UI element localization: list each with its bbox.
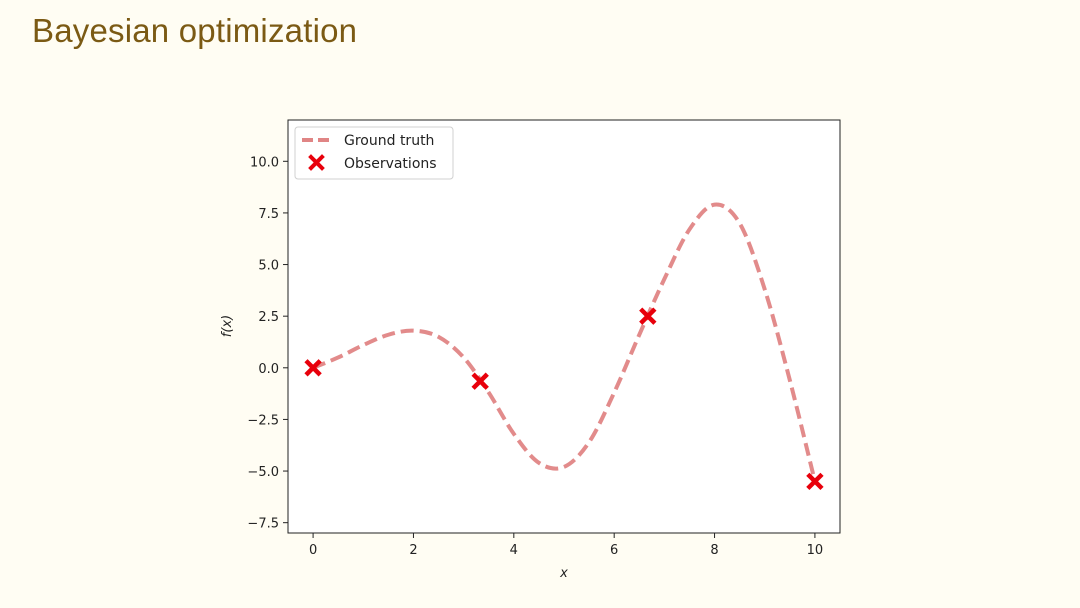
x-tick-label: 4 <box>510 543 518 558</box>
x-axis: 0 2 4 6 8 10 <box>309 533 823 558</box>
observation-point <box>806 472 824 491</box>
legend: Ground truth Observations <box>294 126 454 180</box>
x-tick-label: 6 <box>610 543 618 558</box>
x-tick-label: 0 <box>309 543 317 558</box>
x-tick-label: 8 <box>710 543 718 558</box>
y-tick-label: 7.5 <box>258 207 279 222</box>
ground-truth-layer <box>312 202 817 482</box>
legend-observations-marker <box>308 154 325 171</box>
y-tick-label: 5.0 <box>258 259 279 274</box>
observation-point <box>639 307 657 325</box>
x-tick-label: 2 <box>409 543 417 558</box>
y-tick-label: 2.5 <box>258 310 279 325</box>
observations-layer <box>304 307 824 491</box>
y-tick-label: −2.5 <box>247 413 279 428</box>
y-tick-label: 10.0 <box>250 155 279 170</box>
y-tick-label: −7.5 <box>247 517 279 532</box>
observation-point <box>304 359 322 377</box>
legend-ground-truth-label: Ground truth <box>344 133 434 149</box>
y-tick-label: −5.0 <box>247 465 279 480</box>
y-axis-label: f(x) <box>220 315 235 337</box>
y-axis: −7.5 −5.0 −2.5 0.0 2.5 5.0 7.5 10.0 <box>247 155 288 532</box>
y-tick-label: 0.0 <box>258 362 279 377</box>
observation-point <box>471 372 489 390</box>
legend-observations-label: Observations <box>344 156 437 172</box>
plot-area <box>288 120 840 533</box>
plot-frame <box>287 119 841 534</box>
slide-title: Bayesian optimization <box>32 12 358 49</box>
x-tick-label: 10 <box>807 543 824 558</box>
ground-truth-line <box>312 202 817 482</box>
x-axis-label: x <box>559 566 568 581</box>
legend-frame <box>294 126 454 180</box>
